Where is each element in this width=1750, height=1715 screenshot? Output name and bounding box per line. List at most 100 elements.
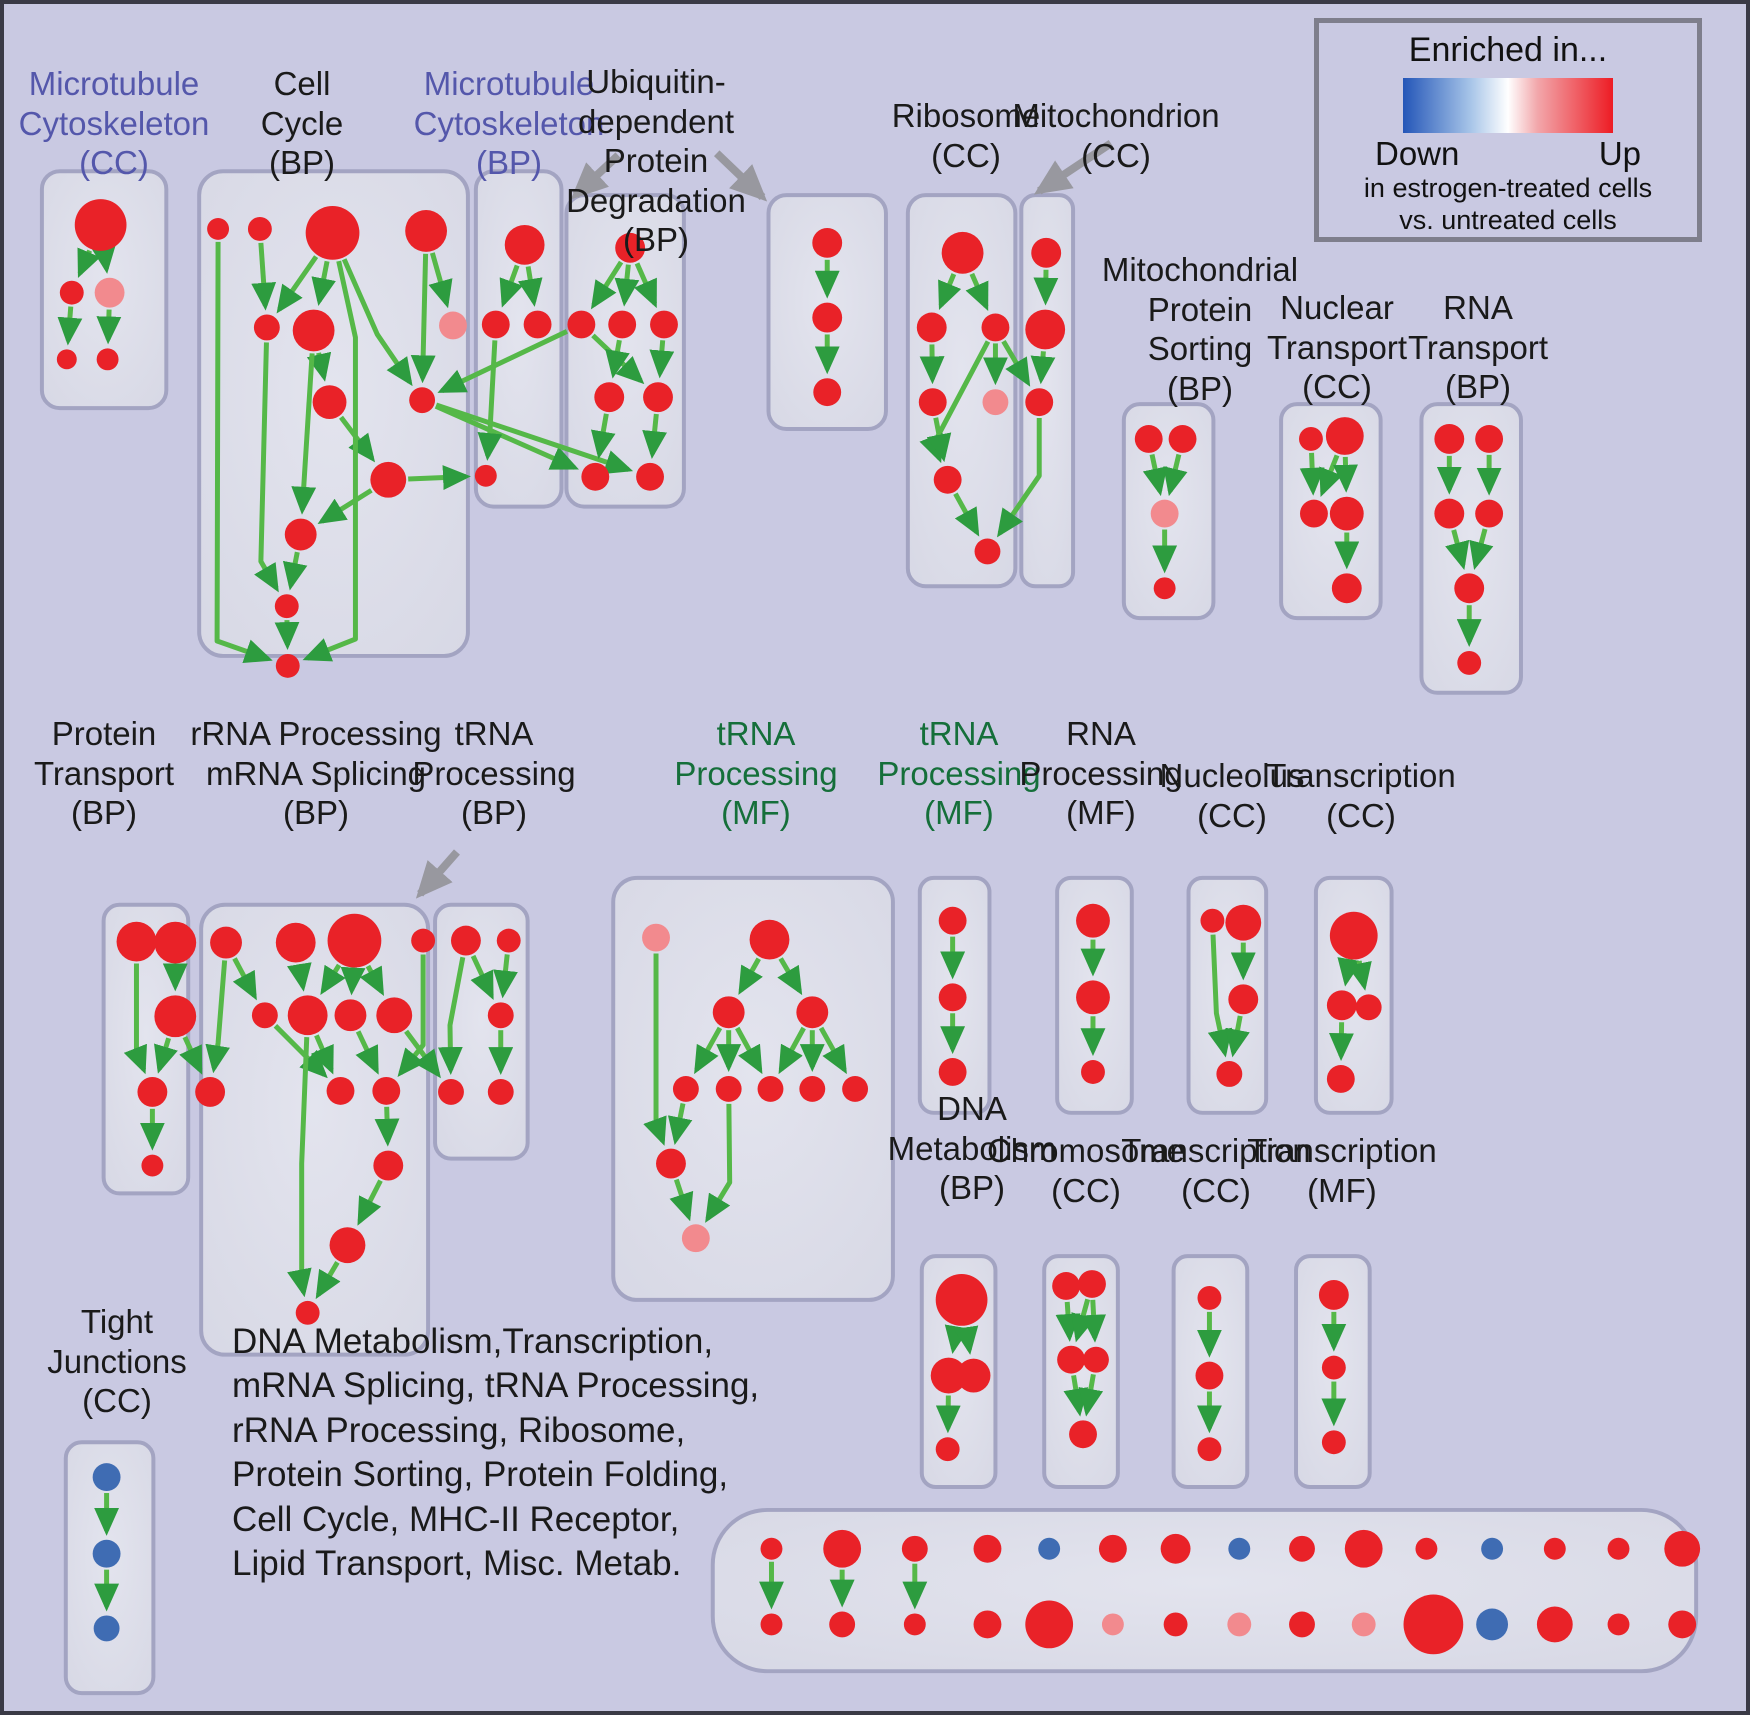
relation-edge <box>355 1030 379 1075</box>
relation-edge <box>428 252 453 309</box>
go-term-node <box>1081 1060 1105 1084</box>
go-term-node <box>1344 1529 1383 1568</box>
relation-edge <box>1333 456 1358 493</box>
go-term-node <box>1083 1346 1109 1373</box>
go-term-node <box>1150 499 1179 528</box>
go-term-node <box>1326 1065 1355 1093</box>
relation-edge <box>634 262 658 309</box>
relation-edge <box>306 351 332 382</box>
go-term-node <box>504 224 545 265</box>
go-term-node <box>938 906 967 935</box>
relation-edge <box>1163 453 1188 497</box>
relation-edge <box>287 962 312 992</box>
go-term-node <box>195 1076 226 1107</box>
go-term-node <box>373 1150 404 1181</box>
go-term-node <box>1664 1530 1701 1567</box>
go-term-node <box>1076 903 1110 938</box>
relation-edge <box>1469 528 1494 570</box>
relation-edge <box>341 258 413 387</box>
relation-edge <box>493 954 518 999</box>
go-term-node <box>1168 425 1197 453</box>
go-term-node <box>1536 1606 1573 1643</box>
relation-edge <box>953 492 980 537</box>
go-term-node <box>608 310 637 339</box>
go-term-node <box>1321 1355 1346 1380</box>
relation-edge <box>818 1026 847 1075</box>
go-term-node <box>918 388 947 417</box>
go-term-node <box>1351 1612 1376 1637</box>
go-term-node <box>1031 237 1062 268</box>
relation-edge <box>735 1026 763 1075</box>
go-term-node <box>812 302 843 333</box>
relation-edge <box>694 1026 723 1075</box>
annotation-arrow <box>415 849 460 899</box>
go-term-node <box>305 206 360 260</box>
go-term-node <box>334 999 367 1032</box>
cluster-box <box>710 1507 1699 1674</box>
relation-edge <box>437 956 466 1075</box>
go-term-node <box>1069 1420 1097 1449</box>
relation-edge <box>397 954 426 1077</box>
go-term-node <box>1057 1345 1086 1374</box>
go-term-node <box>284 518 317 551</box>
relation-edge <box>926 417 952 463</box>
go-term-node <box>1607 1537 1630 1560</box>
go-term-node <box>496 928 521 953</box>
go-term-node <box>1331 573 1362 604</box>
relation-edge <box>1081 1299 1106 1343</box>
relation-edge <box>232 957 257 1001</box>
go-term-node <box>1543 1537 1566 1560</box>
go-term-node <box>1160 1533 1191 1564</box>
go-term-node <box>650 310 678 339</box>
go-term-node <box>1228 984 1259 1015</box>
relation-edge <box>359 964 384 996</box>
go-term-node <box>829 1611 856 1638</box>
go-term-node <box>1197 1285 1222 1310</box>
go-term-node <box>812 227 843 258</box>
go-term-node <box>901 1535 928 1562</box>
annotation-arrow <box>570 152 621 200</box>
cluster-box <box>1419 402 1523 695</box>
relation-edge <box>953 1325 979 1355</box>
relation-edge <box>214 241 273 664</box>
go-term-node <box>799 1075 826 1102</box>
go-term-node <box>327 913 382 968</box>
go-term-node <box>94 277 125 308</box>
cluster-box <box>199 902 431 1357</box>
go-term-node <box>275 922 316 963</box>
relation-edge <box>499 264 524 308</box>
go-term-node <box>1101 1613 1124 1636</box>
relation-edge <box>590 413 616 460</box>
go-term-node <box>287 995 328 1036</box>
go-term-node <box>439 311 467 340</box>
go-term-node <box>749 919 790 960</box>
go-term-node <box>1228 1537 1251 1560</box>
legend-gradient-bar <box>1403 78 1613 134</box>
go-term-node <box>295 1300 320 1325</box>
go-term-node <box>137 1076 168 1107</box>
relation-edge <box>251 242 277 311</box>
go-term-node <box>933 465 962 494</box>
relation-edge <box>965 272 989 312</box>
go-term-node <box>642 923 670 952</box>
go-term-node <box>1300 499 1328 528</box>
go-term-node <box>1481 1537 1504 1560</box>
go-term-node <box>1355 994 1382 1021</box>
relation-edge <box>1207 934 1233 1058</box>
relation-edge <box>374 1106 400 1147</box>
go-term-node <box>207 217 230 240</box>
go-term-node <box>1403 1594 1464 1655</box>
relation-edge <box>997 418 1042 538</box>
relation-edge <box>317 488 373 525</box>
go-term-node <box>247 217 272 241</box>
relation-edge <box>642 413 667 459</box>
go-term-node <box>938 983 967 1012</box>
relation-edge <box>1030 351 1056 385</box>
go-network-diagram <box>39 140 1701 1696</box>
relation-edge <box>302 260 358 662</box>
relation-edge <box>1299 452 1325 496</box>
relation-edge <box>643 953 667 1146</box>
relation-edge <box>1001 339 1031 387</box>
go-term-node <box>581 462 610 491</box>
